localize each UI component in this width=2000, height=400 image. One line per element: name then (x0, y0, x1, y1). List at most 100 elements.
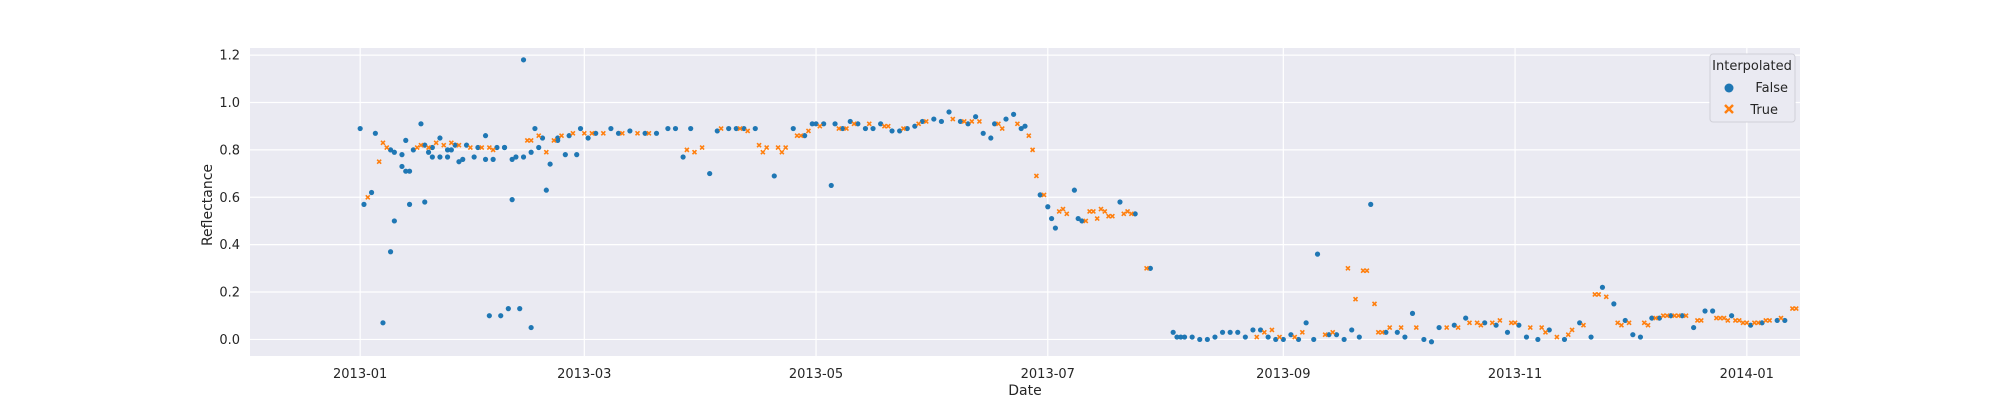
point-false (1546, 327, 1552, 333)
point-false (615, 130, 622, 136)
point-true (718, 125, 724, 132)
point-true (881, 123, 888, 129)
point-true (365, 194, 371, 200)
point-false (528, 324, 534, 331)
point-true (479, 144, 485, 151)
point-true (1098, 206, 1104, 212)
point-true (1675, 313, 1681, 319)
point-false (1782, 317, 1788, 324)
point-true (441, 142, 447, 148)
legend-title: Interpolated (1712, 59, 1792, 74)
point-false (1204, 336, 1210, 343)
y-axis-ticks: 0.0 0.2 0.4 0.6 0.8 1.0 1.2 (219, 49, 240, 348)
point-false (498, 313, 504, 319)
point-true (1736, 317, 1742, 324)
point-false (1235, 329, 1241, 335)
y-tick-label: 1.0 (219, 96, 240, 111)
point-true (619, 130, 625, 136)
point-false (946, 109, 952, 115)
point-false (919, 118, 926, 125)
point-false (532, 125, 538, 132)
point-false (456, 159, 462, 165)
point-true (1094, 216, 1100, 222)
point-false (627, 128, 633, 134)
point-false (1759, 320, 1765, 326)
point-false (1356, 334, 1362, 340)
point-true (1026, 133, 1032, 139)
point-true (995, 121, 1001, 127)
point-false (912, 123, 918, 129)
point-true (1083, 218, 1089, 224)
point-true (1497, 317, 1503, 324)
point-false (897, 128, 903, 134)
point-true (1755, 320, 1761, 326)
point-false (1045, 204, 1051, 210)
point-true (1014, 121, 1020, 127)
point-true (1056, 208, 1062, 215)
point-false (444, 147, 451, 153)
point-true (999, 125, 1005, 132)
point-false (1227, 329, 1233, 335)
point-false (714, 128, 720, 134)
point-false (406, 168, 413, 174)
point-false (1577, 320, 1583, 326)
point-true (1618, 322, 1625, 328)
point-false (1535, 336, 1541, 343)
point-false (957, 118, 964, 125)
point-true (1322, 332, 1328, 338)
point-false (429, 154, 435, 160)
x-tick-label: 2013-07 (1021, 367, 1075, 382)
point-true (1672, 313, 1678, 319)
point-false (486, 313, 492, 319)
point-false (1212, 334, 1218, 340)
point-true (775, 144, 781, 151)
point-true (1466, 320, 1473, 326)
point-false (938, 118, 945, 125)
point-false (855, 121, 861, 127)
point-true (1565, 332, 1571, 338)
point-false (1071, 187, 1077, 193)
point-true (1527, 325, 1533, 331)
point-false (574, 152, 580, 158)
point-true (1778, 315, 1784, 321)
point-false (1649, 315, 1655, 321)
point-true (1345, 265, 1351, 271)
point-false (862, 125, 869, 132)
point-true (467, 144, 473, 151)
point-true (684, 147, 690, 153)
point-false (528, 149, 534, 155)
point-false (585, 135, 591, 141)
point-false (1729, 313, 1735, 319)
point-true (570, 130, 576, 136)
point-false (501, 144, 508, 151)
point-true (1276, 334, 1283, 340)
point-false (1523, 334, 1530, 340)
point-false (361, 201, 367, 207)
point-true (1664, 313, 1670, 319)
point-false (988, 135, 994, 141)
point-false (1611, 301, 1617, 307)
point-false (1748, 322, 1754, 328)
point-false (448, 147, 454, 153)
point-true (691, 149, 698, 155)
point-true (1653, 315, 1659, 321)
point-true (414, 144, 420, 151)
point-false (1273, 336, 1279, 343)
point-false (418, 121, 424, 127)
point-true (1767, 317, 1773, 324)
point-false (1402, 334, 1408, 340)
point-true (1261, 329, 1267, 335)
point-false (410, 147, 416, 153)
point-true (798, 133, 804, 139)
point-false (1280, 336, 1286, 343)
point-true (1694, 317, 1700, 324)
point-true (1539, 325, 1545, 331)
point-false (1311, 336, 1317, 343)
data-points (357, 57, 1799, 345)
point-true (1554, 334, 1560, 340)
point-true (1330, 329, 1336, 335)
point-false (608, 125, 614, 132)
point-false (577, 125, 584, 132)
point-true (737, 125, 743, 132)
point-false (1011, 111, 1017, 117)
